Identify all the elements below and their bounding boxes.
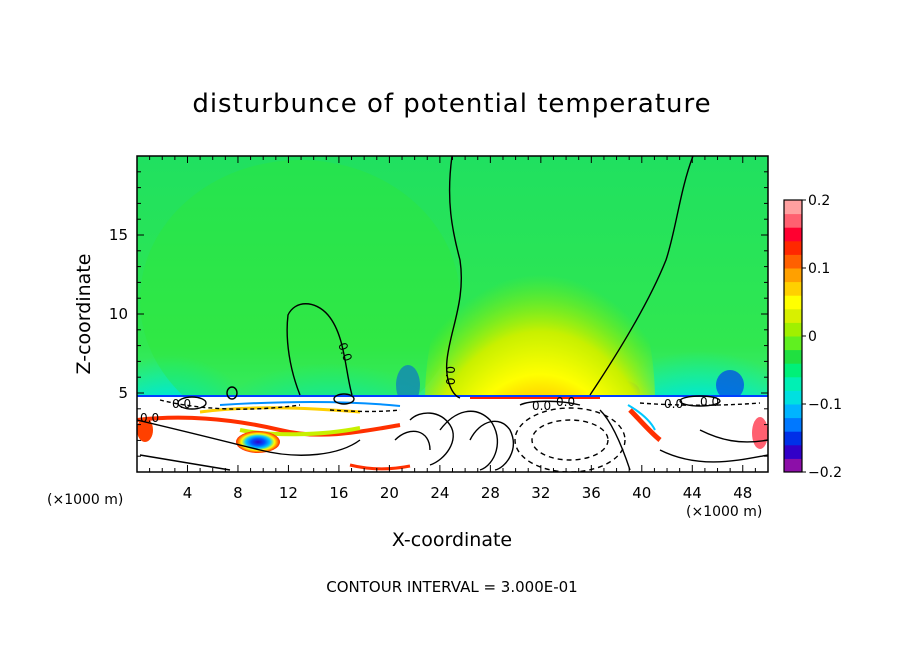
colorbar-swatch (784, 363, 802, 378)
contour-label: 0.0 (172, 397, 191, 411)
contour-cluster-2 (439, 410, 499, 471)
contour-small-1 (226, 386, 238, 400)
x-tick-label: 32 (531, 484, 550, 502)
contour-cluster-4 (394, 430, 431, 451)
contour-dash-2 (329, 409, 401, 413)
warm-streak-1 (137, 415, 401, 437)
x-tick-label: 8 (233, 484, 243, 502)
warm-spot-right (752, 417, 768, 449)
colorbar-swatch (784, 349, 802, 364)
contour-cluster-1 (409, 412, 454, 466)
colorbar-swatch (784, 444, 802, 459)
colorbar-labels: 0.2 0.1 0 −0.1 −0.2 (802, 193, 842, 481)
colorbar-tick-label: −0.2 (808, 465, 842, 481)
contours (137, 156, 768, 472)
contour-label: 0.0 (700, 395, 719, 409)
contour-small-3 (177, 396, 207, 410)
x-tick-label: 48 (733, 484, 752, 502)
contour-label: 0.0 (140, 411, 159, 425)
contour-label: 0.0 (443, 366, 457, 385)
contour-small-4 (679, 395, 721, 407)
colorbar-swatch (784, 431, 802, 446)
contour-cluster-3 (469, 420, 514, 471)
colorbar-swatch (784, 281, 802, 296)
x-tick-label: 44 (683, 484, 702, 502)
y-axis-label: Z-coordinate (73, 254, 95, 375)
x-unit-right: (×1000 m) (686, 504, 762, 520)
x-axis-label: X-coordinate (392, 529, 512, 551)
colorbar-swatch (784, 227, 802, 242)
contour-label: 0.0 (335, 341, 355, 364)
colorbar-swatch (784, 458, 802, 473)
x-tick-label: 16 (329, 484, 348, 502)
colorbar-swatch (784, 254, 802, 269)
upper-field (137, 160, 768, 396)
contour-small-2 (333, 393, 355, 405)
x-tick-label: 36 (582, 484, 601, 502)
warm-spot-left (137, 418, 153, 442)
colorbar-swatch (784, 200, 802, 215)
contour-cluster-8 (699, 429, 768, 443)
colorbar-tick-label: 0.2 (808, 193, 830, 209)
y-axis: 5 10 15 (109, 171, 768, 457)
colorbar-tick-label: 0.1 (808, 261, 830, 277)
contour-label: 0.0 (556, 395, 575, 409)
contour-zero-left (286, 303, 353, 396)
colorbar-swatch (784, 336, 802, 351)
colorbar-swatch (784, 417, 802, 432)
colorbar-swatch (784, 322, 802, 337)
x-tick-label: 20 (380, 484, 399, 502)
colorbar-swatch (784, 240, 802, 255)
x-tick-label: 24 (430, 484, 449, 502)
cold-streak-1 (219, 401, 401, 407)
contour-label: 0.0 (664, 397, 683, 411)
contour-interval-label: CONTOUR INTERVAL = 3.000E-01 (326, 578, 577, 596)
plot-field (137, 156, 768, 472)
contour-dash-eddy (514, 407, 626, 472)
colorbar-swatch (784, 390, 802, 405)
y-tick-label: 5 (118, 384, 128, 402)
contour-dash-eddy-inner (531, 419, 609, 461)
contour-zero-lowleft (137, 419, 361, 456)
colorbar-tick-label: 0 (808, 329, 817, 345)
colorbar-swatch (784, 295, 802, 310)
contour-cluster-7 (139, 454, 231, 471)
warm-streak-5 (349, 463, 411, 471)
x-tick-label: 40 (632, 484, 651, 502)
warm-streak-4 (628, 408, 662, 442)
x-unit-left: (×1000 m) (47, 492, 123, 508)
x-tick-label: 12 (279, 484, 298, 502)
colorbar-swatch (784, 213, 802, 228)
cold-pocket (236, 431, 280, 453)
colorbar (783, 199, 803, 473)
x-tick-label: 28 (481, 484, 500, 502)
x-axis: 4 8 12 16 20 24 28 32 36 40 44 48 (149, 156, 756, 502)
contour-labels: 0.0 0.0 0.0 0.0 0.0 0.0 0.0 0.0 (140, 341, 719, 425)
contour-zero-lowright (659, 449, 768, 463)
cold-streak-2 (627, 404, 656, 431)
cold-spot-1 (396, 365, 420, 396)
colorbar-swatch (784, 404, 802, 419)
contour-zero-center (445, 156, 463, 399)
colorbar-swatch (784, 376, 802, 391)
contour-label: 0.0 (532, 399, 551, 413)
contour-dash-1 (159, 399, 301, 410)
colorbar-swatch (784, 308, 802, 323)
y-tick-label: 15 (109, 226, 128, 244)
cold-area-mid (220, 315, 440, 396)
contour-cluster-5 (519, 400, 581, 406)
light-green-left (140, 160, 460, 396)
contour-dash-3 (639, 402, 761, 406)
colorbar-tick-label: −0.1 (808, 397, 842, 413)
contour-cluster-6 (599, 409, 631, 471)
cold-spot-3 (716, 370, 744, 396)
warm-plume (425, 210, 655, 396)
colorbar-swatch (784, 268, 802, 283)
contour-zero-right (589, 156, 694, 396)
cold-area-left (137, 295, 250, 396)
y-tick-label: 10 (109, 305, 128, 323)
chart-title: disturbunce of potential temperature (192, 89, 711, 119)
x-tick-label: 4 (183, 484, 193, 502)
